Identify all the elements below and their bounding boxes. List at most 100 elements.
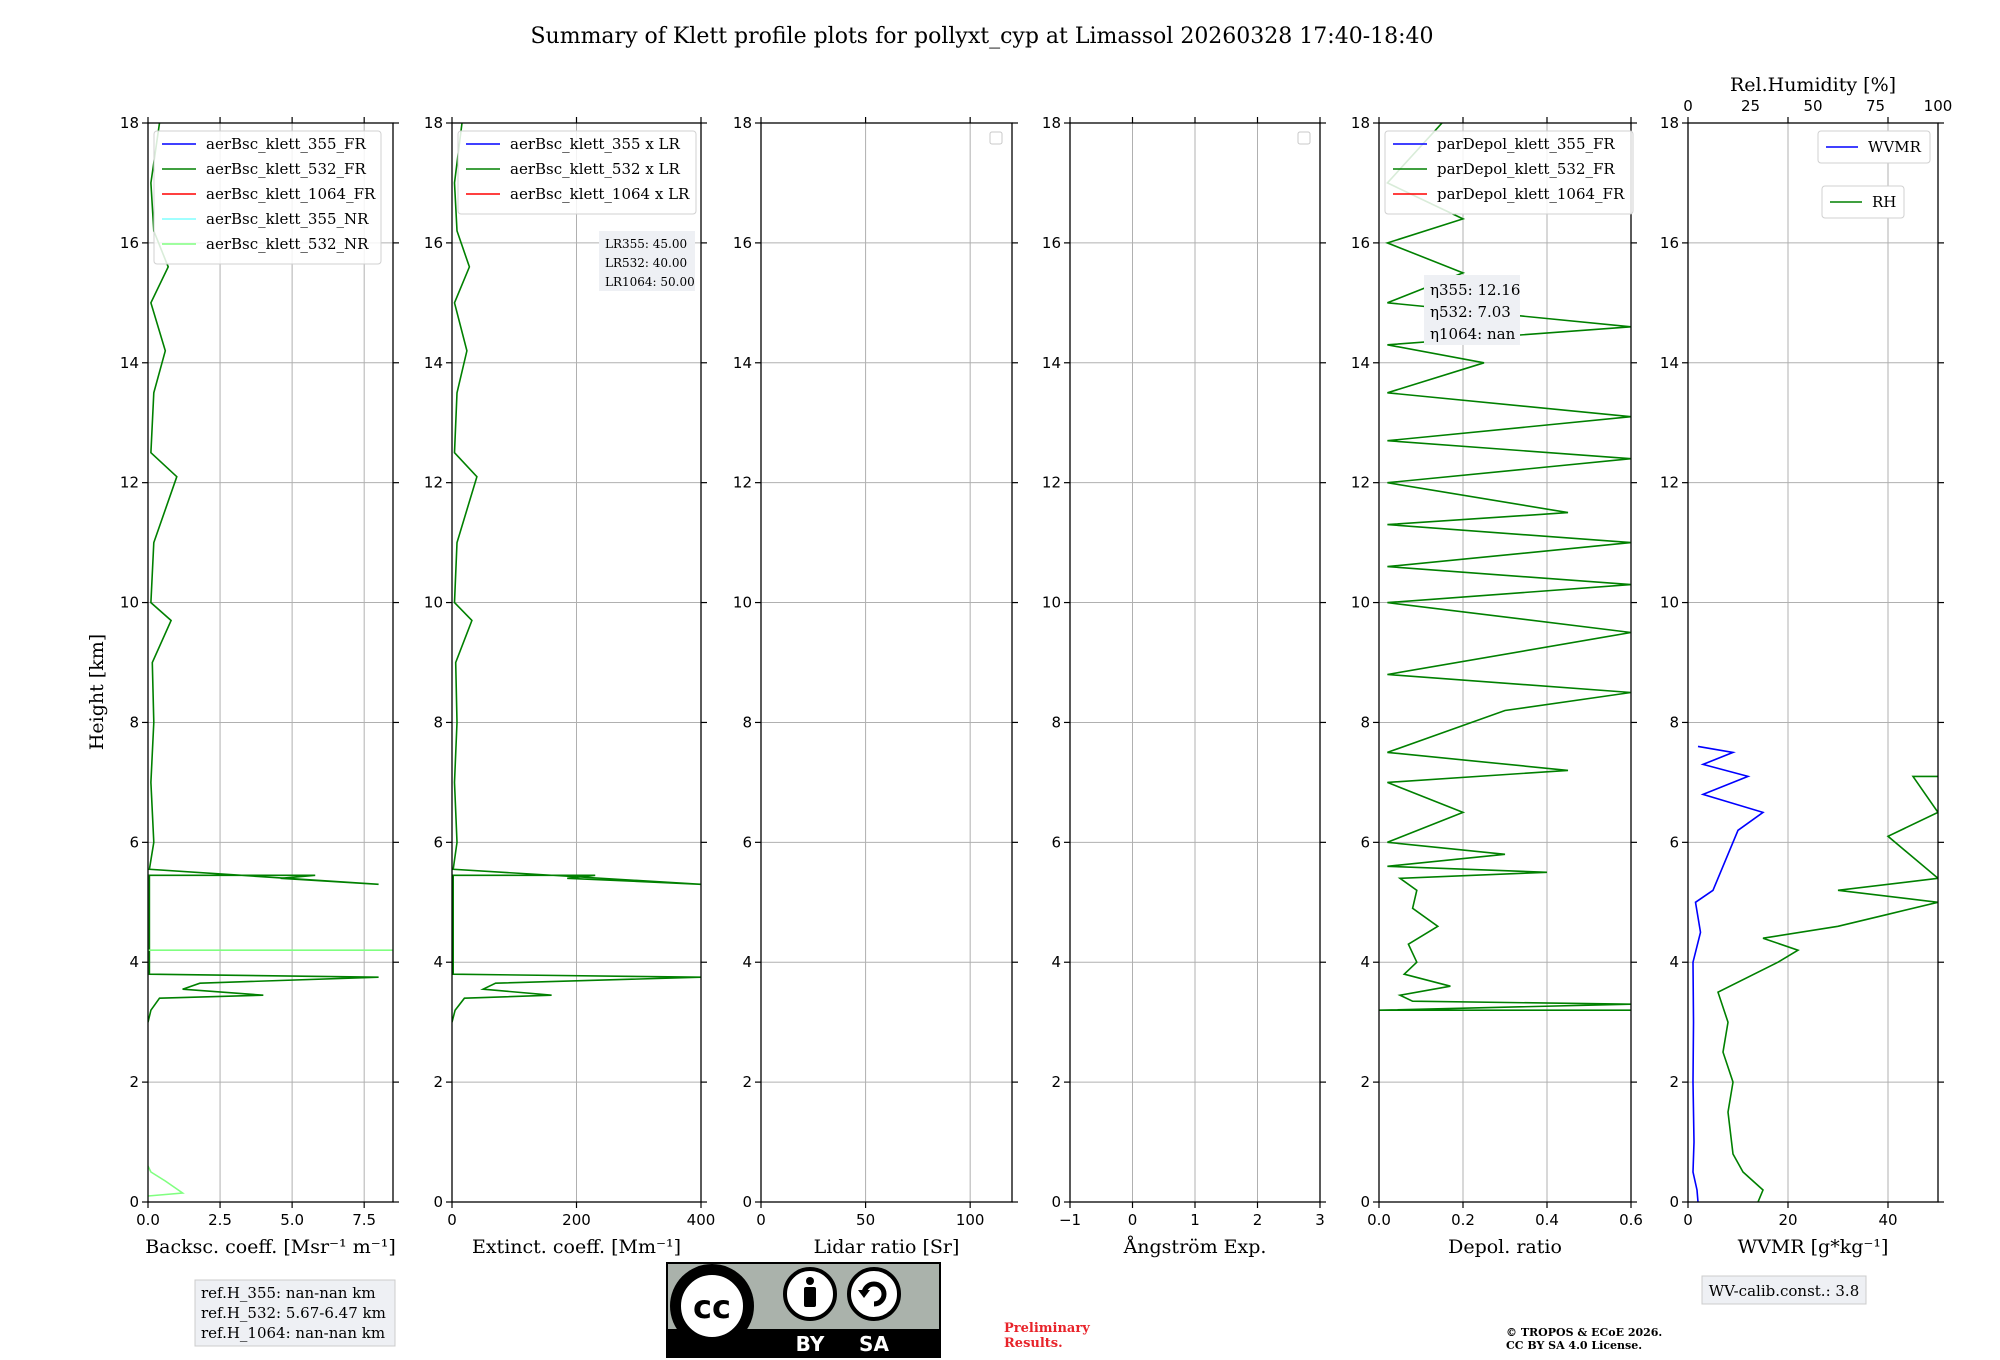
x-tick-label: 0 xyxy=(1683,1211,1693,1229)
y-tick-label: 14 xyxy=(120,354,139,372)
y-tick-label: 10 xyxy=(1042,594,1061,612)
y-tick-label: 16 xyxy=(1351,234,1370,252)
y-tick-label: 8 xyxy=(742,713,752,731)
legend-box xyxy=(153,130,382,265)
y-tick-label: 12 xyxy=(733,474,752,492)
y-tick-label: 10 xyxy=(424,594,443,612)
legend-label: parDepol_klett_355_FR xyxy=(1437,135,1615,153)
y-tick-label: 18 xyxy=(424,114,443,132)
y-tick-label: 16 xyxy=(733,234,752,252)
panel-5: 0 2 4 6 8 10 12 14 16 18 0.0 0.2 0.4 0.6 Depol. ratio p… xyxy=(1351,114,1643,1258)
y-tick-label: 16 xyxy=(1660,234,1679,252)
cc-by-label: BY xyxy=(796,1332,825,1356)
y-tick-label: 0 xyxy=(1669,1193,1679,1211)
y-tick-label: 0 xyxy=(742,1193,752,1211)
x-axis-label: Depol. ratio xyxy=(1448,1236,1562,1258)
y-tick-label: 14 xyxy=(1660,354,1679,372)
x-tick-label: 100 xyxy=(956,1211,985,1229)
series-aerbsc-klett-532-x-lr xyxy=(452,123,701,1023)
y-tick-label: 4 xyxy=(433,953,443,971)
wv-calib-const: WV-calib.const.: 3.8 xyxy=(1709,1282,1860,1300)
y-tick-label: 0 xyxy=(433,1193,443,1211)
lidar-ratio-label: LR532: 40.00 xyxy=(605,256,687,270)
y-tick-label: 12 xyxy=(120,474,139,492)
x2-tick-label: 25 xyxy=(1741,97,1760,115)
y-axis-label: Height [km] xyxy=(86,634,108,750)
x-axis-label: Ångström Exp. xyxy=(1123,1236,1267,1258)
y-tick-label: 12 xyxy=(1351,474,1370,492)
cc-logo-text: cc xyxy=(693,1288,731,1326)
x-tick-label: 20 xyxy=(1778,1211,1797,1229)
person-icon xyxy=(783,1267,837,1321)
x-tick-label: 7.5 xyxy=(352,1211,376,1229)
axes-frame xyxy=(1378,122,1632,1203)
copyright-line-1: © TROPOS & ECoE 2026. xyxy=(1506,1326,1662,1339)
copyright-line-2: CC BY SA 4.0 License. xyxy=(1506,1339,1642,1352)
x-tick-label: 0 xyxy=(1128,1211,1138,1229)
y-tick-label: 14 xyxy=(424,354,443,372)
y-tick-label: 2 xyxy=(742,1073,752,1091)
eta-label: η532: 7.03 xyxy=(1430,303,1511,321)
legend-label: aerBsc_klett_355_NR xyxy=(206,210,369,228)
x2-tick-label: 100 xyxy=(1924,97,1953,115)
y-tick-label: 18 xyxy=(1660,114,1679,132)
empty-legend-box xyxy=(989,131,1003,145)
x2-tick-label: 50 xyxy=(1803,97,1822,115)
y-tick-label: 18 xyxy=(1351,114,1370,132)
x-tick-label: 5.0 xyxy=(280,1211,304,1229)
x-tick-label: 400 xyxy=(687,1211,716,1229)
series-wvmr xyxy=(1692,745,1765,1202)
panel-3: 0 2 4 6 8 10 12 14 16 18 0 50 100 Lidar ratio [Sr] xyxy=(733,114,1018,1258)
y-tick-label: 4 xyxy=(129,953,139,971)
y-tick-label: 2 xyxy=(1669,1073,1679,1091)
eta-label: η1064: nan xyxy=(1430,325,1516,343)
axes-frame xyxy=(1069,122,1321,1203)
y-tick-label: 6 xyxy=(1360,833,1370,851)
legend-box xyxy=(1821,185,1905,219)
x2-axis-label: Rel.Humidity [%] xyxy=(1730,74,1896,96)
empty-legend-box xyxy=(1297,131,1311,145)
y-tick-label: 16 xyxy=(424,234,443,252)
legend-label: aerBsc_klett_532_FR xyxy=(206,160,366,178)
series-pardepol-klett-532-fr xyxy=(1379,123,1631,1011)
y-tick-label: 4 xyxy=(1360,953,1370,971)
eta-box xyxy=(1424,275,1520,345)
x2-tick-label: 0 xyxy=(1683,97,1693,115)
wv-calib-box: WV-calib.const.: 3.8 xyxy=(1701,1275,1867,1305)
lidar-ratio-label: LR355: 45.00 xyxy=(605,237,687,251)
y-tick-label: 0 xyxy=(1051,1193,1061,1211)
y-tick-label: 12 xyxy=(424,474,443,492)
y-tick-label: 2 xyxy=(433,1073,443,1091)
axes-frame xyxy=(760,122,1013,1203)
y-tick-label: 6 xyxy=(433,833,443,851)
legend-label: parDepol_klett_532_FR xyxy=(1437,160,1615,178)
legend-label: WVMR xyxy=(1868,138,1922,156)
y-tick-label: 18 xyxy=(120,114,139,132)
y-tick-label: 8 xyxy=(1051,713,1061,731)
x-tick-label: 0.0 xyxy=(136,1211,160,1229)
lidar-ratio-box xyxy=(599,231,695,291)
share-alike-icon xyxy=(847,1267,901,1321)
legend-label: aerBsc_klett_1064 x LR xyxy=(510,185,690,203)
y-tick-label: 8 xyxy=(1669,713,1679,731)
y-tick-label: 10 xyxy=(1660,594,1679,612)
legend-box xyxy=(1817,130,1931,164)
y-tick-label: 2 xyxy=(129,1073,139,1091)
x-tick-label: 50 xyxy=(856,1211,875,1229)
y-tick-label: 6 xyxy=(1669,833,1679,851)
x-tick-label: 0 xyxy=(447,1211,457,1229)
eta-label: η355: 12.16 xyxy=(1430,281,1520,299)
y-tick-label: 16 xyxy=(120,234,139,252)
ref-height-532: ref.H_532: 5.67-6.47 km xyxy=(201,1304,386,1322)
x-tick-label: 0 xyxy=(756,1211,766,1229)
y-tick-label: 4 xyxy=(742,953,752,971)
y-tick-label: 10 xyxy=(733,594,752,612)
y-tick-label: 12 xyxy=(1660,474,1679,492)
legend-label: aerBsc_klett_355_FR xyxy=(206,135,366,153)
panel-1: 0 2 4 6 8 10 12 14 16 18 0.0 2.5 5.0 7.5 Backsc. coeff… xyxy=(120,114,399,1258)
y-tick-label: 14 xyxy=(1351,354,1370,372)
ref-height-box: ref.H_355: nan-nan km ref.H_532: 5.67-6.… xyxy=(194,1279,396,1347)
